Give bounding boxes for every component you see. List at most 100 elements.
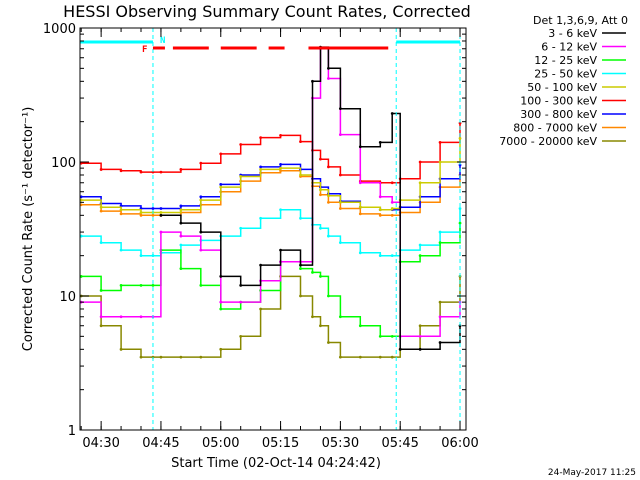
data-point xyxy=(378,254,382,258)
data-point xyxy=(358,355,362,359)
data-point xyxy=(327,341,330,344)
data-point xyxy=(327,66,330,70)
data-point xyxy=(358,324,362,328)
data-point xyxy=(239,226,243,230)
series-line-3 xyxy=(81,208,461,257)
data-point xyxy=(378,141,382,144)
data-point xyxy=(279,162,282,166)
data-point xyxy=(390,334,394,338)
data-point xyxy=(319,193,322,197)
data-point xyxy=(338,355,342,359)
data-point xyxy=(390,254,394,258)
data-point xyxy=(99,168,103,171)
data-point xyxy=(299,173,302,177)
data-point xyxy=(259,216,263,220)
data-point xyxy=(119,169,123,173)
data-point xyxy=(338,315,342,319)
data-point xyxy=(199,355,203,359)
y-tick-label: 1 xyxy=(68,424,76,439)
data-point xyxy=(327,194,330,198)
data-point xyxy=(179,168,183,171)
data-point xyxy=(199,161,203,165)
data-point xyxy=(219,152,223,156)
data-point xyxy=(119,208,123,212)
data-point xyxy=(390,355,394,359)
data-point xyxy=(239,300,243,304)
data-point xyxy=(139,254,143,258)
data-point xyxy=(199,195,203,199)
data-point xyxy=(99,205,103,209)
data-point xyxy=(199,248,203,252)
data-point xyxy=(378,334,382,338)
data-point xyxy=(418,347,422,351)
data-point xyxy=(358,145,362,149)
data-point xyxy=(259,136,263,140)
x-axis: 04:30 04:45 05:00 05:15 05:30 05:45 06:00 xyxy=(80,28,479,451)
data-point xyxy=(418,254,422,258)
data-point xyxy=(327,234,330,238)
data-point xyxy=(99,209,103,213)
data-point xyxy=(327,200,330,204)
plot-frame xyxy=(79,27,467,431)
chart-title: HESSI Observing Summary Count Rates, Cor… xyxy=(63,2,471,21)
legend-label: 3 - 6 keV xyxy=(548,27,597,40)
data-point xyxy=(327,77,330,80)
data-point xyxy=(159,211,163,214)
data-point xyxy=(390,112,394,115)
x-tick-label: 05:15 xyxy=(262,436,299,451)
data-point xyxy=(418,324,422,328)
legend-label: 7000 - 20000 keV xyxy=(499,135,597,148)
data-point xyxy=(338,207,342,210)
data-point xyxy=(151,170,155,174)
data-point xyxy=(390,207,394,210)
data-point xyxy=(378,195,382,199)
data-point xyxy=(119,315,123,319)
data-point xyxy=(279,248,282,252)
y-tick-label: 100 xyxy=(51,156,76,171)
data-point xyxy=(338,241,342,245)
data-point xyxy=(279,133,282,137)
data-point xyxy=(319,324,322,328)
data-point xyxy=(438,315,442,319)
data-point xyxy=(311,315,314,319)
data-point xyxy=(219,275,223,278)
legend-label: 300 - 800 keV xyxy=(520,108,597,121)
data-point xyxy=(378,213,382,217)
data-point xyxy=(179,243,183,247)
data-point xyxy=(151,213,155,217)
flare-flag-label: F xyxy=(142,45,147,55)
data-point xyxy=(179,208,183,212)
data-point xyxy=(338,107,342,111)
data-point xyxy=(319,275,322,278)
data-point xyxy=(418,160,422,164)
data-point xyxy=(458,221,462,225)
data-point xyxy=(418,243,422,247)
series-line-0 xyxy=(160,46,461,351)
data-point xyxy=(438,160,442,164)
data-point xyxy=(338,133,342,137)
data-point xyxy=(239,283,243,287)
data-point xyxy=(239,175,243,178)
legend-label: 12 - 25 keV xyxy=(534,54,597,67)
legend-label: 25 - 50 keV xyxy=(534,68,597,81)
data-point xyxy=(327,165,330,169)
data-point xyxy=(311,79,314,83)
data-point xyxy=(139,170,143,174)
data-point xyxy=(179,234,183,238)
x-tick-label: 05:00 xyxy=(202,436,239,451)
data-point xyxy=(219,300,223,304)
data-point xyxy=(139,213,143,217)
data-point xyxy=(119,212,123,216)
data-point xyxy=(390,181,394,185)
legend-label: 800 - 7000 keV xyxy=(513,122,597,135)
data-point xyxy=(338,200,342,204)
generation-timestamp: 24-May-2017 11:25 xyxy=(548,468,636,478)
data-point xyxy=(139,355,143,359)
data-point xyxy=(199,283,203,287)
data-point xyxy=(299,216,302,220)
y-tick-label: 10 xyxy=(59,290,76,305)
data-point xyxy=(299,294,302,298)
data-point xyxy=(239,334,243,338)
data-point xyxy=(299,263,302,267)
data-point xyxy=(99,289,103,292)
